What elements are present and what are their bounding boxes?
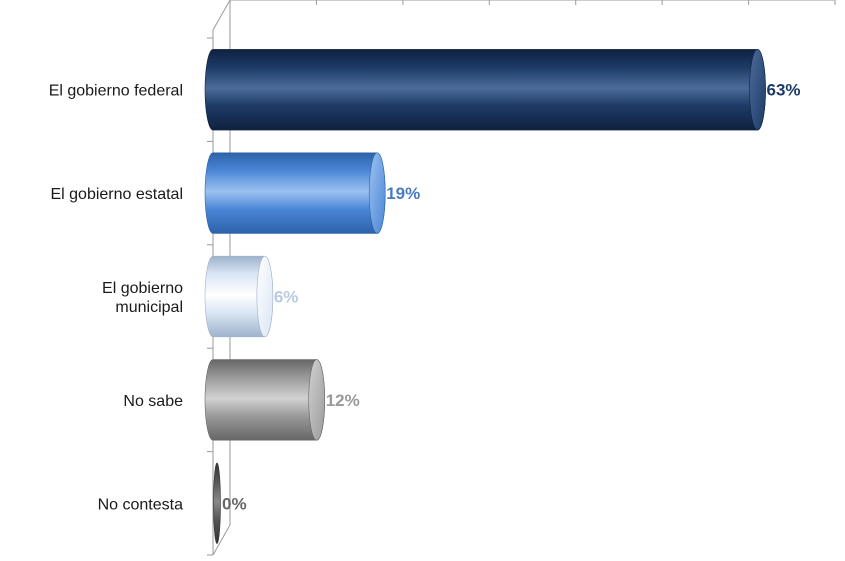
bar	[213, 462, 221, 544]
value-label: 19%	[386, 184, 420, 203]
back-wall-top-edge	[212, 0, 835, 31]
category-label: No sabe	[123, 393, 183, 410]
value-label: 0%	[222, 494, 247, 513]
category-label: El gobierno	[102, 280, 183, 297]
bar-end-cap	[368, 152, 386, 234]
bar	[204, 49, 766, 131]
floor-edge	[212, 524, 231, 556]
bar-layer	[204, 49, 766, 544]
value-label: 63%	[767, 81, 801, 100]
bar-end-cap	[308, 359, 326, 441]
value-label: 12%	[326, 391, 360, 410]
bar	[204, 152, 386, 234]
bar-end-cap	[256, 255, 274, 338]
category-label: El gobierno federal	[49, 83, 183, 100]
category-label: municipal	[115, 299, 183, 316]
category-label: No contesta	[98, 496, 183, 513]
category-label: El gobierno estatal	[50, 186, 183, 203]
label-layer: 63% El gobierno federal 19% El gobierno est…	[49, 81, 801, 514]
value-label: 6%	[274, 288, 299, 307]
bar	[204, 359, 326, 441]
bar-end-cap	[749, 49, 766, 131]
